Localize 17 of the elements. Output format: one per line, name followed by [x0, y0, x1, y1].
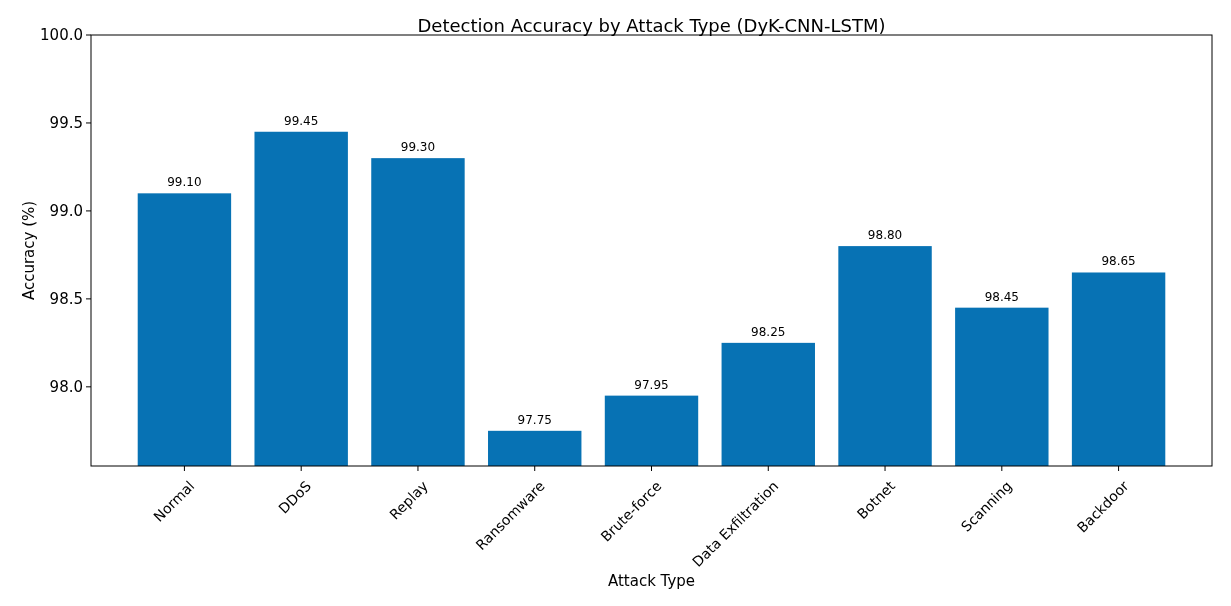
data-label: 99.30: [400, 140, 436, 155]
data-label: 99.10: [167, 175, 202, 190]
chart-title: Detection Accuracy by Attack Type (DyK-CNN-LSTM): [417, 15, 886, 36]
y-tick-label: 99.5: [49, 114, 83, 133]
data-label: 97.95: [634, 377, 669, 392]
data-label: 97.75: [517, 412, 552, 427]
data-label: 98.80: [867, 228, 903, 243]
data-label: 98.25: [751, 324, 786, 339]
y-tick-label: 98.0: [49, 378, 83, 397]
data-label: 98.65: [1101, 254, 1136, 269]
y-tick-label: 100.0: [40, 26, 83, 45]
y-axis-title: Accuracy (%): [20, 200, 38, 301]
data-label: 99.45: [284, 113, 319, 128]
data-label: 98.45: [984, 289, 1019, 304]
x-axis-title: Attack Type: [607, 572, 696, 590]
y-tick-label: 98.5: [49, 290, 83, 309]
y-tick-label: 99.0: [49, 202, 83, 221]
